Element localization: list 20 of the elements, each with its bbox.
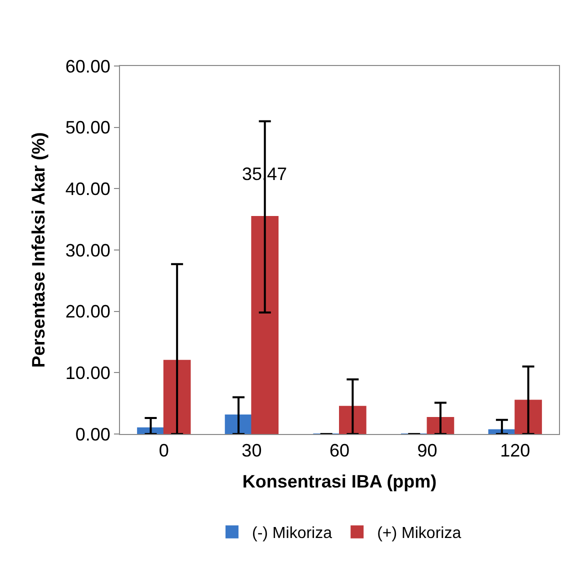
x-tick-label: 60	[329, 440, 350, 461]
bar	[163, 360, 191, 434]
x-tick-label: 90	[417, 440, 438, 461]
legend-label: (+) Mikoriza	[377, 525, 462, 542]
y-tick-label: 50.00	[65, 118, 110, 138]
x-tick-label: 30	[242, 440, 262, 461]
y-tick-label: 30.00	[65, 240, 110, 260]
y-tick-label: 10.00	[65, 362, 110, 383]
legend-label: (-) Mikoriza	[252, 525, 332, 542]
x-tick-label: 120	[500, 440, 530, 461]
bar	[339, 406, 366, 434]
y-axis-title: Persentase Infeksi Akar (%)	[28, 132, 49, 368]
y-tick-label: 40.00	[65, 178, 110, 199]
bar	[251, 216, 279, 434]
y-tick-label: 0.00	[75, 424, 110, 444]
y-tick-label: 20.00	[65, 302, 110, 322]
x-axis-title: Konsentrasi IBA (ppm)	[242, 472, 437, 492]
x-tick-label: 0	[158, 440, 169, 461]
y-tick-label: 60.00	[65, 56, 110, 76]
bar	[514, 400, 542, 434]
